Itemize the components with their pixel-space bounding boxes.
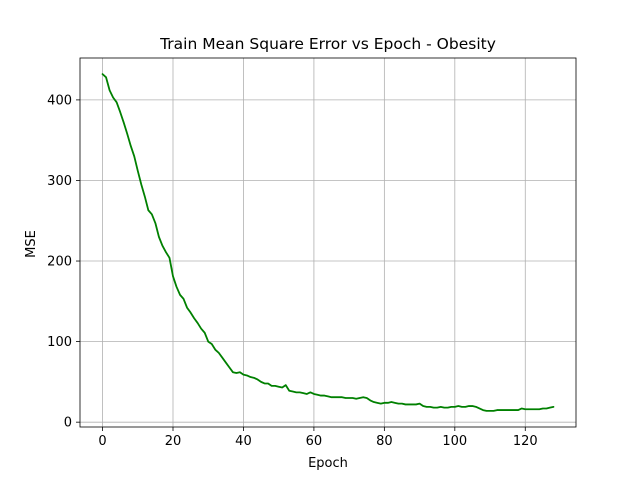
series-group [101, 73, 555, 412]
y-tick-label: 0 [64, 416, 72, 431]
grid [80, 58, 576, 427]
y-axis-label: MSE [24, 230, 39, 258]
x-axis: 0 20 40 60 80 100 120 [98, 427, 538, 449]
x-tick-label: 60 [306, 434, 323, 449]
y-tick-label: 100 [47, 335, 72, 350]
chart-title: Train Mean Square Error vs Epoch - Obesi… [159, 35, 496, 53]
x-tick-label: 0 [98, 434, 106, 449]
y-tick-label: 200 [47, 255, 72, 270]
x-tick-label: 80 [376, 434, 393, 449]
x-axis-label: Epoch [308, 456, 348, 471]
y-tick-label: 400 [47, 93, 72, 108]
plot-frame [79, 57, 577, 428]
x-tick-label: 40 [235, 434, 252, 449]
y-axis: 0 100 200 300 400 [47, 93, 80, 431]
x-tick-label: 100 [442, 434, 467, 449]
y-tick-label: 300 [47, 174, 72, 189]
x-tick-label: 120 [513, 434, 538, 449]
x-tick-label: 20 [165, 434, 182, 449]
series-line [101, 73, 555, 412]
